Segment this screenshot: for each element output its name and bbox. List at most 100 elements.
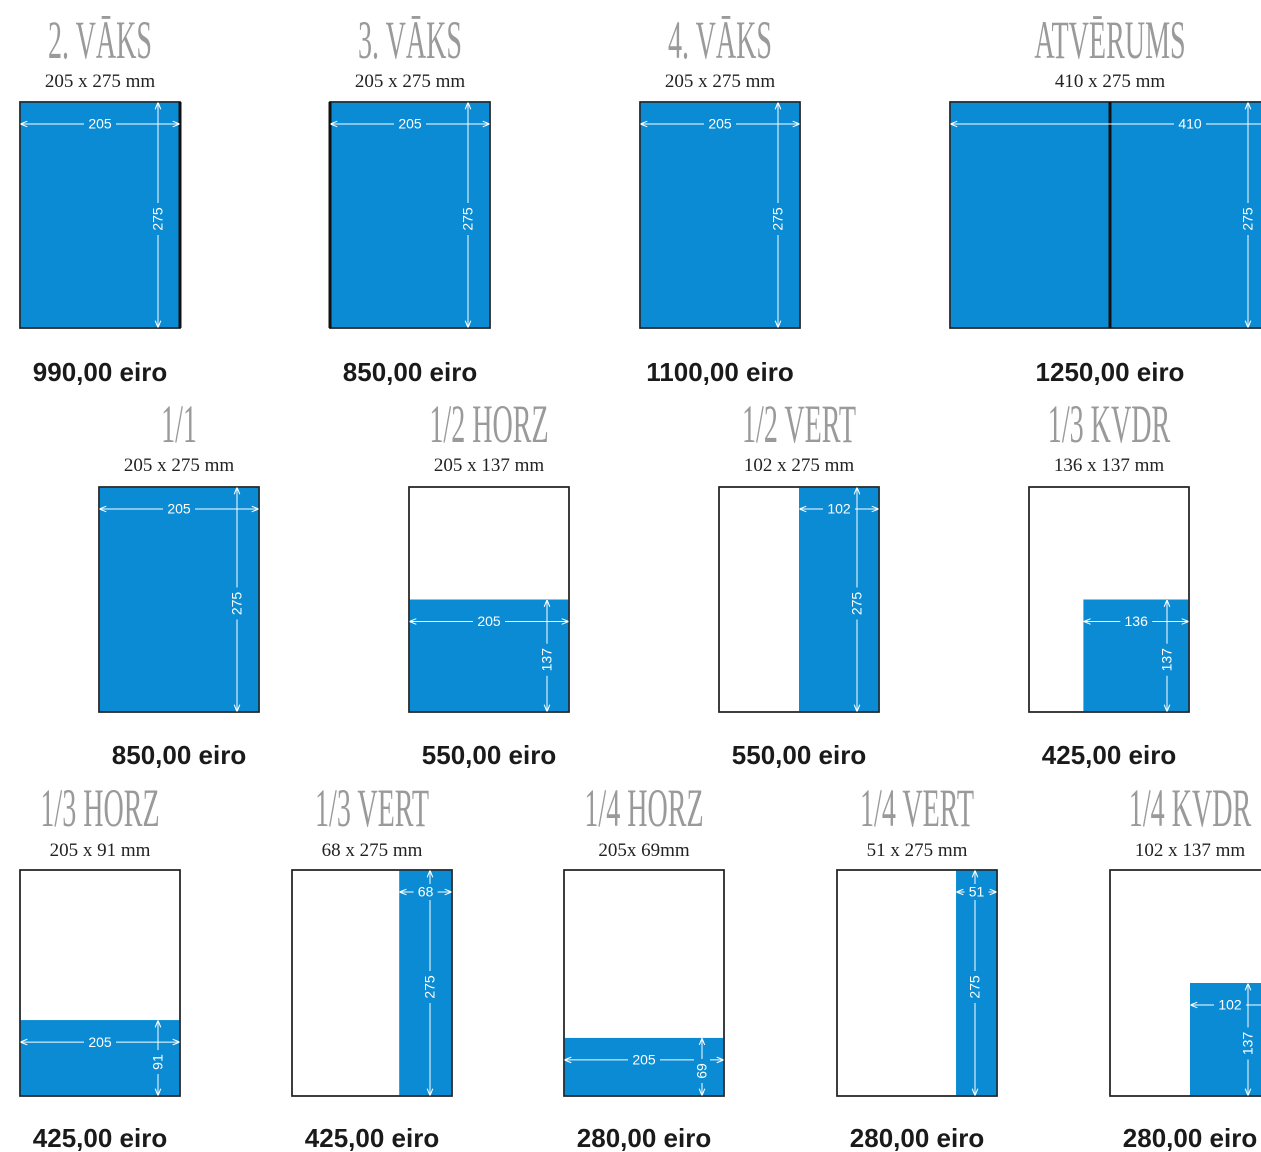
option-price: 280,00 eiro — [577, 1123, 711, 1152]
page-outline — [718, 486, 880, 713]
height-label-bg — [460, 203, 476, 235]
height-label-bg — [849, 587, 865, 620]
height-label-bg — [229, 587, 245, 620]
height-label: 275 — [849, 592, 865, 616]
option-size: 102 x 137 mm — [1135, 840, 1246, 861]
ad-area — [950, 102, 1261, 328]
option-title: 4. VĀKS — [668, 12, 772, 71]
option-size: 205 x 275 mm — [45, 71, 156, 92]
option-price: 280,00 eiro — [850, 1123, 984, 1152]
width-label-bg — [704, 116, 736, 132]
height-label-bg — [1159, 643, 1175, 676]
height-label-bg — [422, 971, 438, 1003]
width-label-bg — [163, 501, 195, 517]
option-size: 51 x 275 mm — [867, 840, 968, 861]
height-label-bg — [770, 203, 786, 235]
height-label-bg — [694, 1058, 710, 1083]
option-price: 425,00 eiro — [33, 1123, 167, 1152]
height-label-bg — [1240, 1027, 1256, 1060]
option-price: 850,00 eiro — [112, 740, 246, 770]
width-label: 102 — [1218, 997, 1242, 1013]
height-label: 275 — [460, 207, 476, 231]
option-price: 850,00 eiro — [343, 357, 477, 387]
page-outline — [408, 486, 570, 713]
width-label-bg — [84, 1034, 116, 1051]
option-title: 3. VĀKS — [358, 12, 462, 71]
page-outline — [639, 101, 801, 329]
width-label-bg — [1120, 613, 1153, 630]
option-size: 205x 69mm — [598, 840, 690, 861]
height-label: 137 — [1240, 1032, 1256, 1056]
height-label: 275 — [150, 207, 166, 231]
height-label: 91 — [150, 1054, 166, 1070]
width-label: 136 — [1125, 613, 1149, 629]
width-label-bg — [964, 884, 989, 900]
page-outline — [563, 869, 725, 1097]
width-label: 205 — [477, 613, 501, 629]
option-size: 205 x 275 mm — [665, 71, 776, 92]
height-label-bg — [539, 643, 555, 676]
height-label: 275 — [229, 592, 245, 616]
width-label: 205 — [398, 116, 422, 132]
option-price: 425,00 eiro — [305, 1123, 439, 1152]
height-label-bg — [967, 971, 983, 1003]
option-price: 1250,00 eiro — [1036, 357, 1185, 387]
option-title: 1/1 — [161, 396, 197, 455]
option-size: 205 x 275 mm — [355, 71, 466, 92]
height-label-bg — [150, 1050, 166, 1075]
width-label-bg — [1174, 116, 1206, 132]
height-label: 137 — [1159, 648, 1175, 672]
width-label-bg — [394, 116, 426, 132]
option-title: 1/4 HORZ — [584, 780, 703, 839]
option-title: 1/3 VERT — [315, 780, 429, 839]
height-label-bg — [150, 203, 166, 235]
width-label-bg — [628, 1051, 660, 1068]
ad-area — [799, 487, 879, 712]
option-price: 425,00 eiro — [1042, 740, 1176, 770]
page-outline — [19, 869, 181, 1097]
page-outline — [98, 486, 260, 713]
option-price: 280,00 eiro — [1123, 1123, 1257, 1152]
option-price: 550,00 eiro — [732, 740, 866, 770]
option-size: 68 x 275 mm — [322, 840, 423, 861]
option-title: 1/4 KVDR — [1129, 780, 1252, 839]
width-label-bg — [1214, 997, 1246, 1013]
option-title: 1/2 HORZ — [429, 396, 548, 455]
height-label: 275 — [1240, 207, 1256, 231]
width-label-bg — [84, 116, 116, 132]
width-label: 102 — [827, 501, 851, 517]
page-outline — [291, 869, 453, 1097]
option-size: 136 x 137 mm — [1054, 455, 1165, 476]
option-size: 205 x 137 mm — [434, 455, 545, 476]
width-label-bg — [473, 613, 505, 630]
height-label: 275 — [422, 975, 438, 999]
width-label: 205 — [88, 1034, 112, 1050]
option-price: 1100,00 eiro — [646, 357, 793, 387]
page-outline — [1028, 486, 1190, 713]
option-price: 990,00 eiro — [33, 357, 167, 387]
page-outline — [1109, 869, 1261, 1097]
option-title: 1/2 VERT — [742, 396, 856, 455]
option-size: 205 x 275 mm — [124, 455, 235, 476]
option-size: 102 x 275 mm — [744, 455, 855, 476]
height-label: 275 — [770, 207, 786, 231]
option-price: 550,00 eiro — [422, 740, 556, 770]
option-size: 410 x 275 mm — [1055, 71, 1166, 92]
width-label: 205 — [88, 116, 112, 132]
option-title: ATVĒRUMS — [1034, 12, 1185, 71]
page-outline — [836, 869, 998, 1097]
width-label-bg — [823, 501, 855, 517]
